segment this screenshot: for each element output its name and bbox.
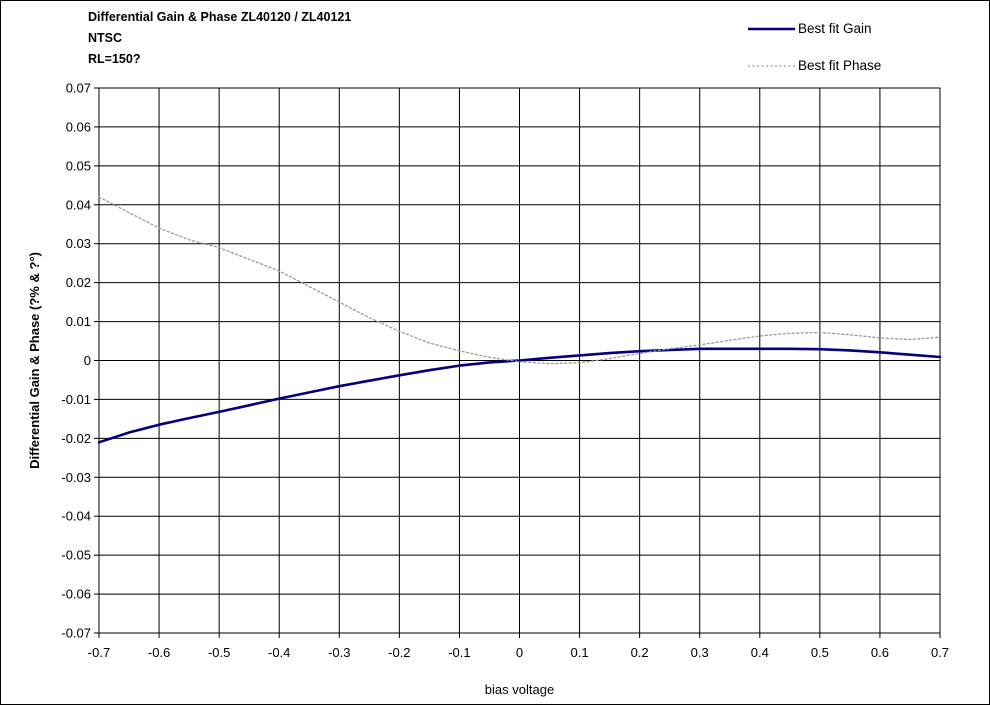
y-tick-label: -0.05	[61, 548, 91, 563]
legend: Best fit Gain Best fit Phase	[748, 21, 881, 73]
y-tick-label: 0.03	[66, 236, 91, 251]
y-tick-label: -0.07	[61, 626, 91, 641]
x-tick-label: 0.7	[931, 645, 949, 660]
legend-phase-label: Best fit Phase	[798, 58, 881, 73]
title-line-3: RL=150?	[88, 52, 141, 66]
x-tick-label: 0.2	[631, 645, 649, 660]
x-axis-label: bias voltage	[485, 682, 554, 697]
y-tick-label: 0.05	[66, 158, 91, 173]
x-tick-label: 0.3	[691, 645, 709, 660]
x-tick-label: -0.7	[88, 645, 110, 660]
y-tick-label: 0	[84, 353, 91, 368]
chart-title: Differential Gain & Phase ZL40120 / ZL40…	[88, 7, 351, 70]
title-line-2: NTSC	[88, 31, 123, 45]
y-axis-label: Differential Gain & Phase (?% & ?°)	[27, 252, 42, 469]
y-tick-label: 0.02	[66, 275, 91, 290]
x-tick-label: -0.1	[448, 645, 470, 660]
x-tick-label: -0.6	[148, 645, 170, 660]
x-tick-label: -0.5	[208, 645, 230, 660]
y-tick-label: -0.06	[61, 587, 91, 602]
x-tick-label: 0	[516, 645, 523, 660]
y-tick-label: 0.06	[66, 119, 91, 134]
y-tick-label: -0.01	[61, 392, 91, 407]
x-tick-label: -0.3	[328, 645, 350, 660]
x-tick-label: 0.1	[571, 645, 589, 660]
legend-gain-label: Best fit Gain	[798, 21, 872, 36]
series-gain-line	[97, 347, 942, 444]
x-tick-label: 0.5	[811, 645, 829, 660]
y-tick-label: -0.04	[61, 509, 91, 524]
title-line-1: Differential Gain & Phase ZL40120 / ZL40…	[88, 10, 352, 24]
x-tick-label: 0.6	[871, 645, 889, 660]
x-tick-label: -0.2	[388, 645, 410, 660]
y-tick-label: 0.04	[66, 197, 91, 212]
series-layer	[97, 196, 942, 444]
y-tick-label: 0.01	[66, 314, 91, 329]
x-tick-label: 0.4	[751, 645, 769, 660]
y-tick-label: -0.03	[61, 470, 91, 485]
plot-area	[98, 87, 941, 634]
y-tick-label: 0.07	[66, 81, 91, 96]
series-phase-line	[98, 196, 941, 365]
y-tick-label: -0.02	[61, 431, 91, 446]
tick-labels: 0.07 0.06 0.05 0.04 0.03 0.02 0.01 0 -0.01 -0.02 -…	[61, 81, 949, 661]
x-tick-label: -0.4	[268, 645, 290, 660]
grid	[94, 87, 941, 638]
